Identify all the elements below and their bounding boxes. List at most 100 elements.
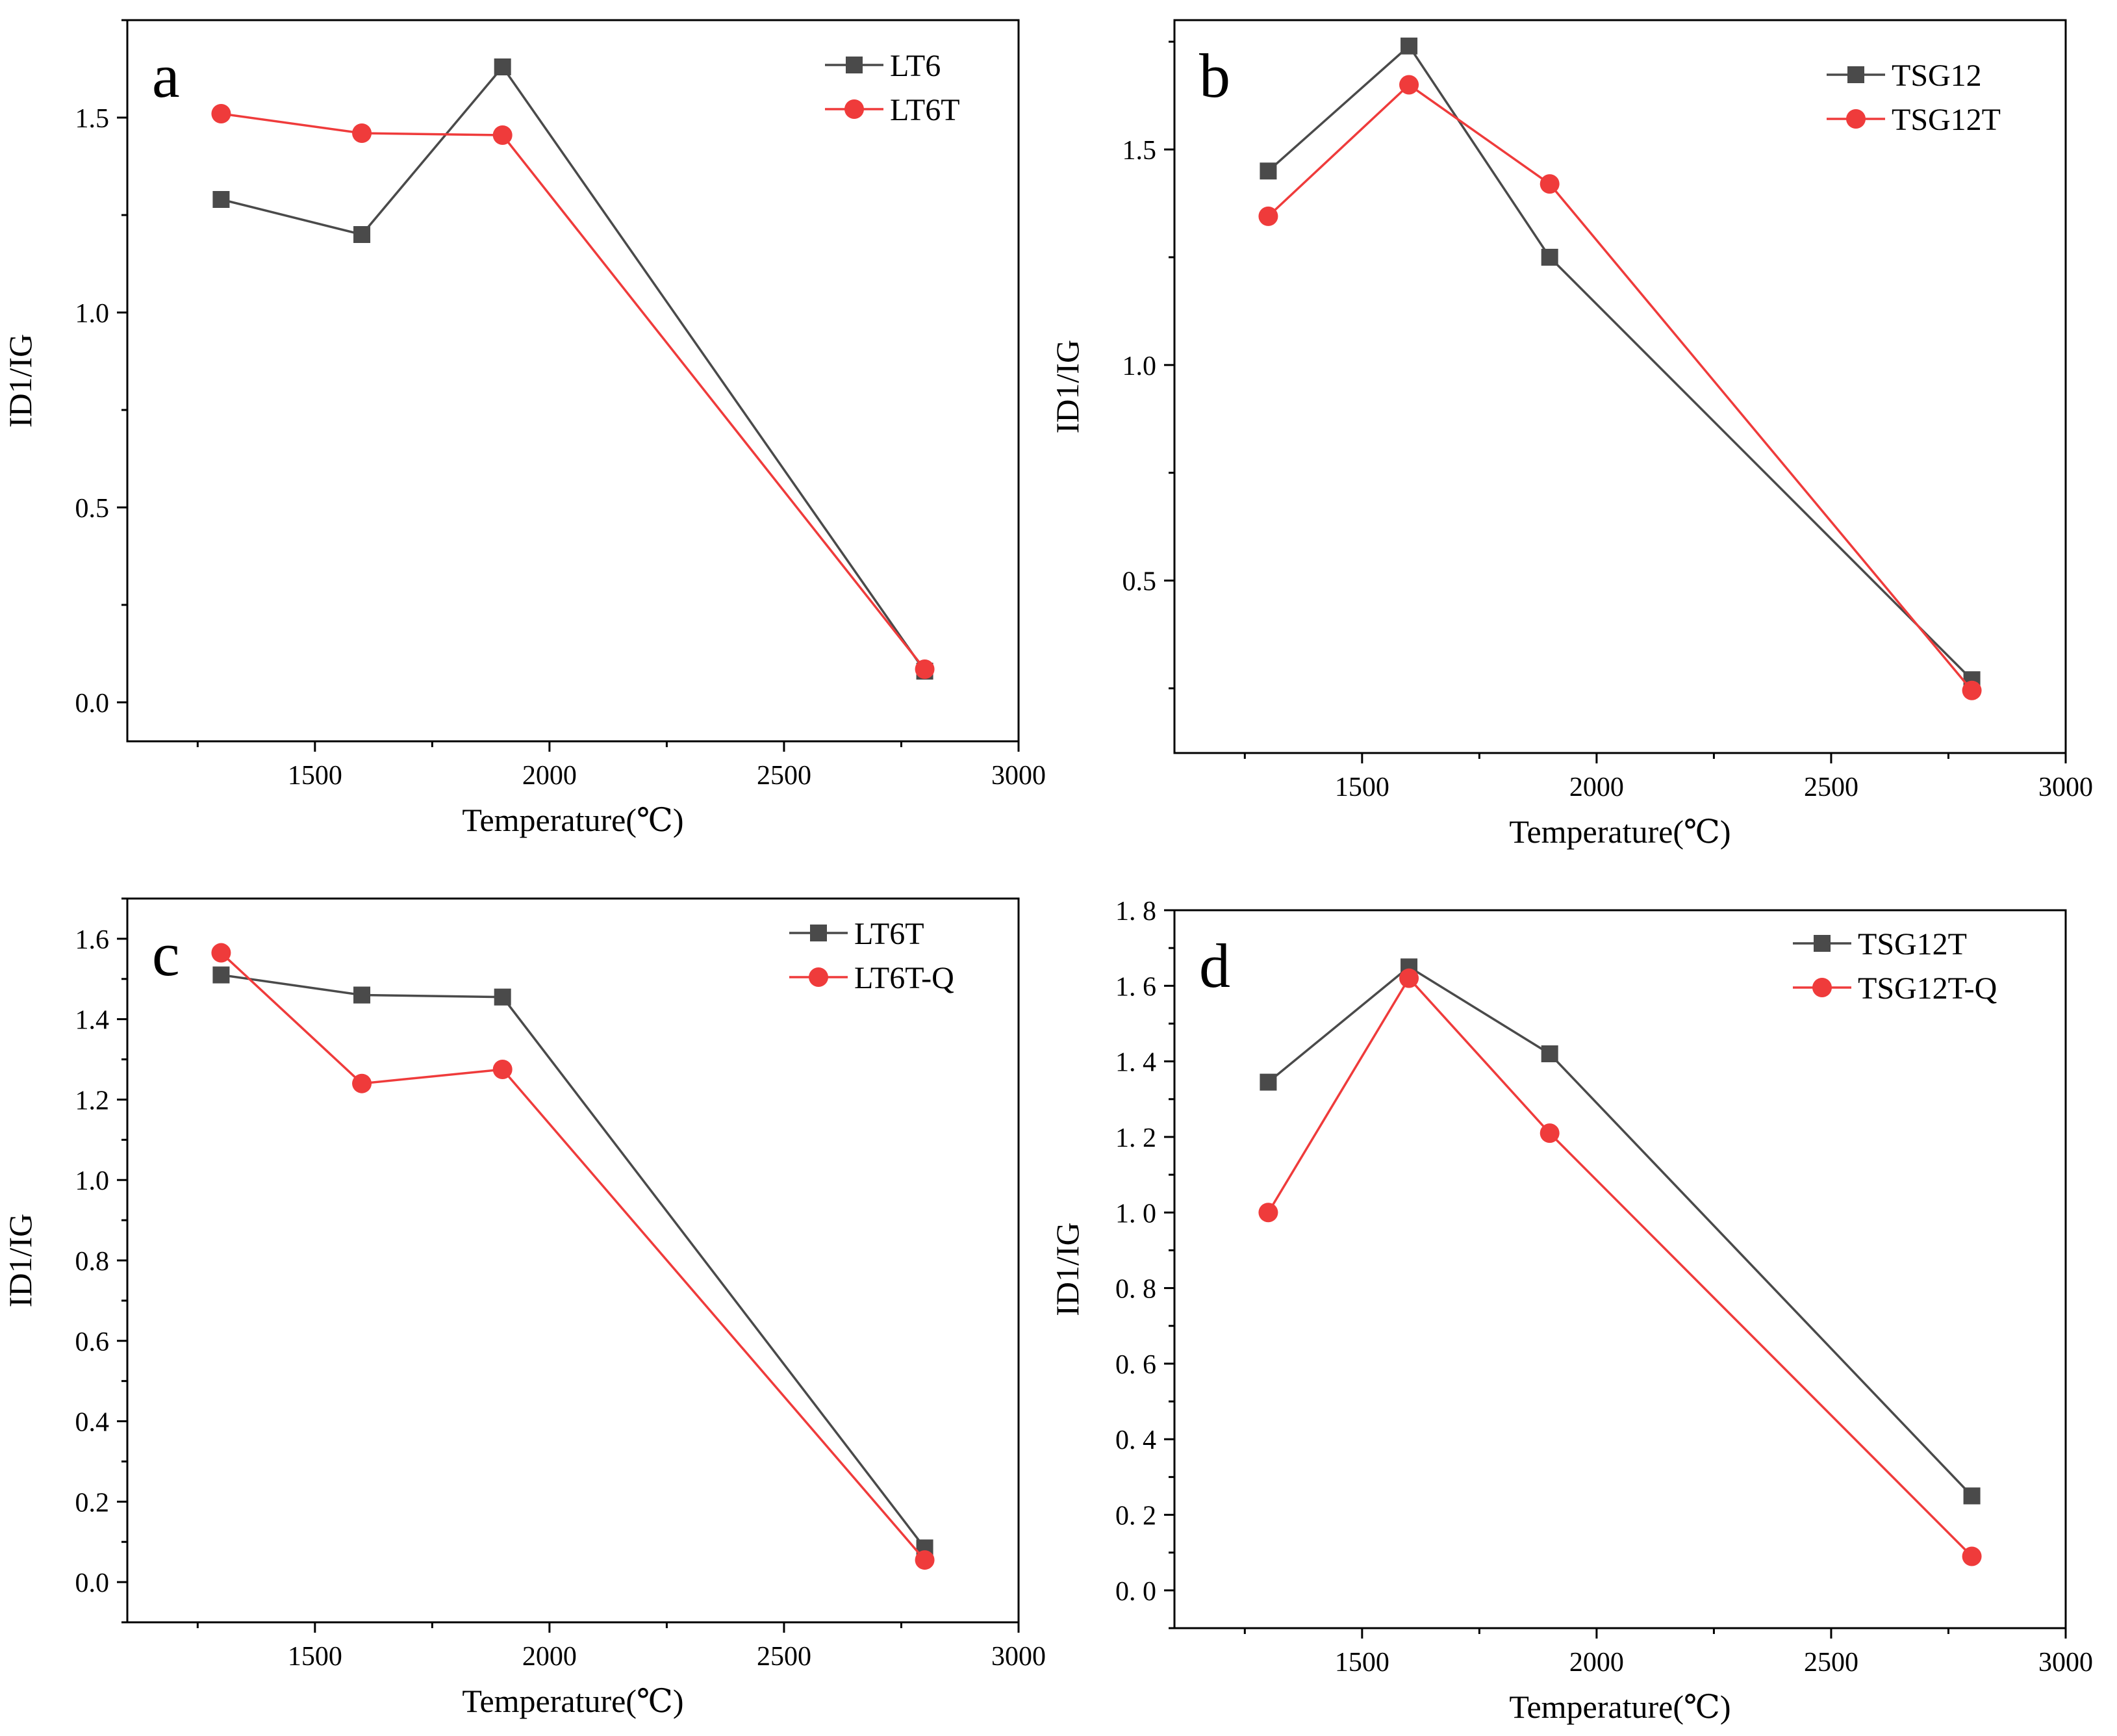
chart-panel-d: 1500 2000 2500 3000 0. 0 0. 2 0. 4 0. 6 0. 8 1. 0… [1049,897,2093,1725]
y-tick-label: 0.0 [75,689,110,719]
y-tick-label: 0. 2 [1115,1501,1156,1531]
y-axis-title: ID1/IG [1049,340,1085,433]
series-line-LT6T [221,973,926,1549]
data-point-LT6T-Q [211,943,231,963]
series-line-TSG12 [1267,44,1973,681]
data-point-TSG12T-Q [1962,1546,1982,1566]
data-point-LT6T [915,659,935,679]
plot-frame [1173,909,2067,1629]
legend-label: TSG12T [1858,927,1967,962]
legend-marker-LT6T [810,925,827,941]
y-tick-label: 0.8 [75,1247,110,1277]
x-axis-title: Temperature(℃) [462,1683,683,1719]
y-tick-label: 0.5 [75,494,110,524]
data-point-TSG12 [1260,162,1277,180]
y-tick-label: 1. 8 [1115,897,1156,926]
data-point-LT6 [494,58,511,75]
data-point-TSG12T [1399,75,1419,95]
data-point-TSG12T [1963,1487,1981,1505]
data-point-LT6 [212,191,230,208]
y-tick-label: 1. 4 [1115,1048,1156,1078]
data-point-LT6T [352,123,372,143]
legend-label: LT6 [890,49,941,83]
data-point-LT6T [492,125,513,145]
plot-frame [1173,19,2067,754]
series-line-LT6T-Q [220,952,926,1561]
x-axis-title: Temperature(℃) [1509,1689,1730,1725]
data-point-TSG12T [1962,680,1982,700]
data-point-TSG12T [1258,206,1278,226]
y-tick-label: 1.6 [75,925,110,955]
y-tick-label: 1.5 [75,104,110,134]
y-tick-label: 0.5 [1122,567,1157,597]
x-axis-title: Temperature(℃) [462,802,683,838]
x-axis-title: Temperature(℃) [1509,813,1730,850]
chart-panel-c: 1500 2000 2500 3000 0.0 0.2 0.4 0.6 0.8 1.0 1.2 1.4… [2,897,1046,1719]
legend-label: LT6T [854,917,924,951]
y-tick-label: 1. 6 [1115,972,1156,1002]
legend-label: TSG12T-Q [1858,971,1997,1006]
x-tick-label: 3000 [2038,772,2093,802]
data-point-LT6T-Q [492,1060,513,1080]
data-point-LT6T [211,104,231,123]
data-point-TSG12 [1541,248,1558,266]
data-point-LT6 [353,226,371,243]
x-tick-label: 3000 [991,761,1046,791]
legend-marker-TSG12T-Q [1812,978,1832,997]
y-axis-title: ID1/IG [2,334,38,428]
legend-label: LT6T-Q [854,961,954,995]
x-tick-label: 1500 [1335,772,1389,802]
data-point-LT6T-Q [352,1073,372,1093]
legend-label: TSG12T [1892,103,2001,137]
data-point-LT6T [353,986,371,1004]
data-point-TSG12T [1540,174,1560,194]
data-point-TSG12T [1541,1045,1558,1062]
y-tick-label: 0.2 [75,1488,110,1518]
panel-letter: d [1199,931,1230,1001]
x-tick-label: 2500 [757,1642,811,1672]
data-point-TSG12T-Q [1540,1123,1560,1143]
legend-label: TSG12 [1892,58,1982,93]
x-tick-label: 2000 [1569,772,1624,802]
series-line-LT6 [220,65,926,672]
data-point-LT6T-Q [915,1550,935,1570]
series-line-LT6T [221,112,926,670]
y-tick-label: 0. 4 [1115,1425,1156,1455]
y-tick-label: 1.0 [75,1166,110,1196]
series-line-TSG12T [1267,83,1973,691]
y-tick-label: 0.4 [75,1408,110,1438]
y-axis-title: ID1/IG [2,1214,38,1307]
x-tick-label: 2000 [522,761,577,791]
y-tick-label: 0. 0 [1115,1577,1156,1607]
x-tick-label: 2500 [757,761,811,791]
series-line-TSG12T [1267,965,1973,1497]
y-tick-label: 1.2 [75,1086,110,1116]
x-tick-label: 2000 [1569,1648,1624,1678]
x-tick-label: 2500 [1804,1648,1858,1678]
data-point-LT6T [494,988,511,1006]
y-tick-label: 1.5 [1122,136,1157,166]
legend-marker-LT6T-Q [809,967,828,987]
legend-label: LT6T [890,93,960,127]
legend-marker-TSG12T [1846,109,1866,129]
chart-panel-a: 1500 2000 2500 3000 0.0 0.5 1.0 1.5 Temperature(… [2,19,1046,838]
legend-marker-TSG12 [1847,66,1864,83]
panel-letter: a [152,41,180,110]
y-tick-label: 1.4 [75,1006,110,1036]
legend-marker-TSG12T [1814,935,1831,952]
y-tick-label: 0. 8 [1115,1275,1156,1305]
legend-marker-LT6 [846,57,863,73]
legend-marker-LT6T [844,99,864,119]
x-tick-label: 1500 [288,1642,342,1672]
y-tick-label: 1. 0 [1115,1199,1156,1229]
y-tick-label: 1.0 [75,299,110,329]
data-point-TSG12T-Q [1399,968,1419,988]
chart-panel-b: 1500 2000 2500 3000 0.5 1.0 1.5 Temperature(℃) I… [1049,19,2093,850]
x-tick-label: 1500 [288,761,342,791]
y-tick-label: 0.0 [75,1568,110,1598]
x-tick-label: 2500 [1804,772,1858,802]
series-line-TSG12T-Q [1267,976,1973,1557]
y-tick-label: 1. 2 [1115,1123,1156,1153]
panel-letter: c [152,919,180,989]
